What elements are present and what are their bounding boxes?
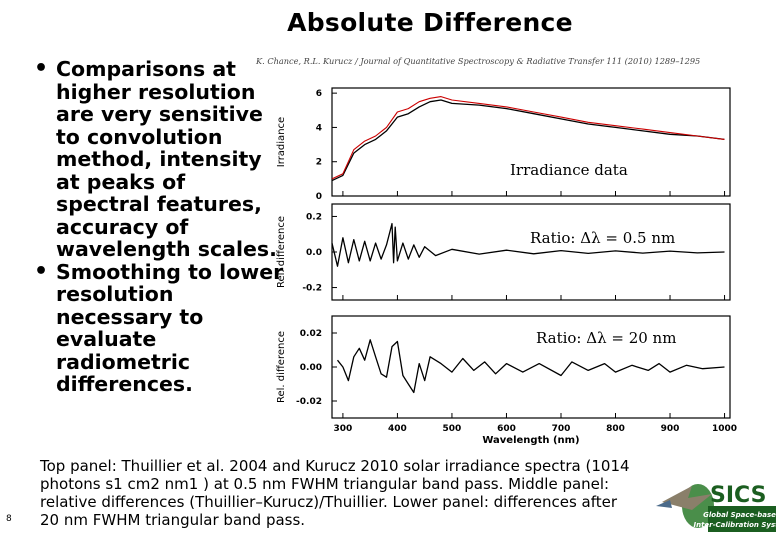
spectrum-figure: 0 2 4 6 Irradiance 0.2 0.0 -0.2 Rel. difference 0… (270, 66, 740, 454)
y-tick-label: 0.2 (306, 212, 322, 222)
y-tick-label: -0.02 (296, 397, 322, 407)
series-line-ratio-20nm-0 (336, 339, 725, 394)
x-tick-label: 900 (661, 424, 680, 434)
x-tick-label: 800 (606, 424, 625, 434)
panel-label-ratio-0-5nm: Ratio: Δλ = 0.5 nm (530, 229, 676, 247)
spectrum-figure-svg: 0 2 4 6 Irradiance 0.2 0.0 -0.2 Rel. difference 0… (276, 87, 737, 446)
y-axis-label: Rel. difference (276, 331, 287, 403)
gsics-logo: SICS Global Space-based Inter-Calibratio… (652, 466, 780, 542)
x-tick-label: 1000 (712, 424, 737, 434)
logo-subtitle-1: Global Space-based (703, 511, 776, 519)
y-axis-label: Rel. difference (276, 216, 287, 288)
x-tick-label: 400 (388, 424, 407, 434)
logo-subtitle-2: Inter-Calibration System (693, 521, 776, 529)
y-tick-label: 0.00 (300, 363, 322, 373)
y-tick-label: 2 (316, 158, 322, 168)
gsics-logo-icon: SICS Global Space-based Inter-Calibratio… (656, 483, 780, 532)
y-tick-label: 0.0 (306, 248, 322, 258)
y-tick-label: 4 (316, 123, 322, 133)
series-line-ratio-0.5nm-0 (331, 222, 725, 267)
y-tick-label: -0.2 (302, 284, 322, 294)
bullet-list: Comparisons at higher resolution are ver… (22, 58, 284, 396)
page-number: 8 (6, 514, 12, 524)
panel-label-ratio-20nm: Ratio: Δλ = 20 nm (536, 329, 677, 347)
series-line-irradiance-0 (331, 99, 725, 182)
panel-label-irradiance: Irradiance data (510, 161, 628, 179)
x-tick-label: 300 (334, 424, 353, 434)
x-tick-label: 700 (552, 424, 571, 434)
x-tick-label: 500 (443, 424, 462, 434)
logo-text: SICS (710, 483, 766, 508)
bullet-item: Comparisons at higher resolution are ver… (22, 58, 284, 261)
panel-frame (331, 87, 731, 197)
citation: K. Chance, R.L. Kurucz / Journal of Quan… (256, 56, 701, 66)
x-axis-label: Wavelength (nm) (482, 435, 579, 446)
y-axis-label: Irradiance (276, 117, 287, 167)
x-tick-label: 600 (497, 424, 516, 434)
figure-caption: Top panel: Thuillier et al. 2004 and Kur… (40, 457, 630, 529)
bullet-item: Smoothing to lower resolution necessary … (22, 260, 284, 396)
series-line-irradiance-1 (331, 96, 725, 180)
y-tick-label: 6 (316, 89, 322, 99)
slide-title: Absolute Difference (287, 8, 573, 37)
panel-frame (331, 203, 731, 301)
y-tick-label: 0 (316, 192, 322, 202)
y-tick-label: 0.02 (300, 329, 322, 339)
